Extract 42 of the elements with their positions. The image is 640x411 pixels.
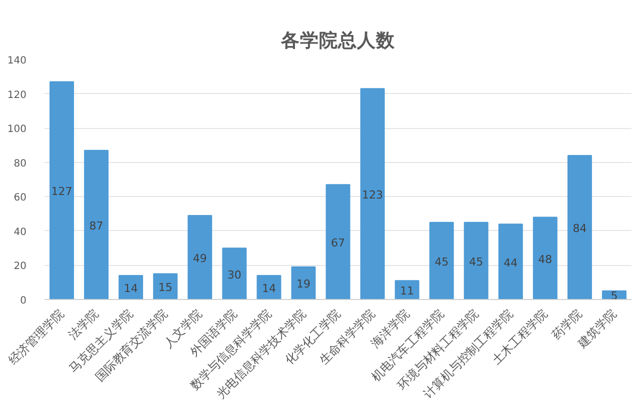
data-label: 123 bbox=[362, 188, 384, 202]
bar bbox=[256, 275, 282, 300]
data-label: 45 bbox=[434, 255, 449, 268]
data-label: 11 bbox=[400, 284, 414, 298]
bar bbox=[464, 222, 488, 300]
data-label: 127 bbox=[51, 185, 72, 198]
chart-title: 各学院总人数 bbox=[280, 30, 396, 52]
bar bbox=[567, 155, 592, 300]
x-tick-label: 经济管理学院 bbox=[6, 306, 67, 368]
data-label: 44 bbox=[504, 256, 518, 270]
y-tick-label: 20 bbox=[14, 261, 27, 272]
data-label: 14 bbox=[124, 282, 138, 295]
bar bbox=[532, 216, 558, 300]
data-label: 84 bbox=[572, 222, 587, 235]
bar bbox=[84, 150, 109, 300]
y-tick-label: 100 bbox=[7, 124, 27, 136]
bar bbox=[326, 184, 350, 300]
y-tick-label: 40 bbox=[14, 226, 27, 238]
data-label: 15 bbox=[158, 281, 172, 294]
data-label: 49 bbox=[192, 252, 207, 265]
y-tick-label: 0 bbox=[20, 296, 27, 306]
bar bbox=[291, 266, 316, 300]
data-label: 87 bbox=[89, 219, 104, 232]
y-tick-label: 60 bbox=[14, 192, 27, 204]
bar bbox=[50, 81, 74, 300]
y-tick-label: 140 bbox=[7, 56, 27, 66]
bar bbox=[118, 275, 144, 300]
bar bbox=[429, 222, 454, 300]
bar bbox=[394, 280, 420, 300]
data-label: 14 bbox=[262, 282, 276, 295]
data-label: 48 bbox=[538, 252, 552, 266]
data-label: 45 bbox=[469, 255, 484, 268]
data-label: 19 bbox=[296, 278, 310, 291]
y-tick-label: 80 bbox=[14, 158, 27, 170]
bar bbox=[153, 273, 178, 300]
data-label: 30 bbox=[227, 268, 242, 282]
data-label: 67 bbox=[331, 236, 345, 250]
y-tick-label: 120 bbox=[7, 90, 27, 101]
bar bbox=[360, 88, 385, 300]
bar bbox=[188, 215, 212, 300]
bar bbox=[222, 248, 247, 300]
bar bbox=[498, 224, 523, 300]
